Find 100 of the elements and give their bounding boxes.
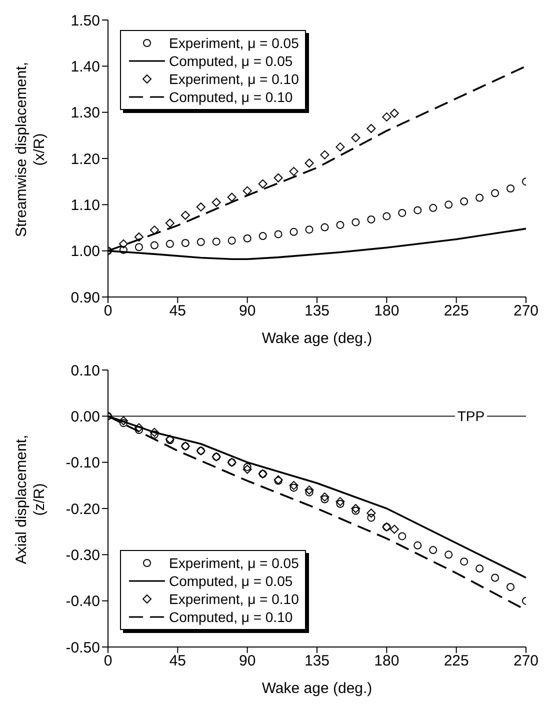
point xyxy=(196,202,206,212)
point xyxy=(274,173,283,182)
y-tick-label: -0.10 xyxy=(66,454,100,472)
x-tick-label: 0 xyxy=(104,302,112,320)
point xyxy=(390,108,399,118)
legend-label: Computed, μ = 0.05 xyxy=(169,572,293,590)
x-tick-label: 180 xyxy=(374,302,400,320)
point xyxy=(150,241,158,250)
y-axis-title: Axial displacement, (z/R) xyxy=(13,434,48,564)
point xyxy=(242,186,252,196)
y-tick-label: -0.30 xyxy=(66,546,100,564)
point xyxy=(351,504,360,513)
point xyxy=(320,492,330,502)
point xyxy=(352,218,360,226)
y-tick-label: 1.50 xyxy=(70,12,100,30)
y-tick-label: 0.10 xyxy=(70,362,100,380)
point xyxy=(290,228,298,236)
point xyxy=(304,486,314,495)
point xyxy=(258,232,267,240)
point xyxy=(336,142,345,152)
y-tick-label: -0.50 xyxy=(66,639,100,656)
point xyxy=(366,124,376,133)
legend-label: Computed, μ = 0.10 xyxy=(169,608,293,626)
point xyxy=(150,226,159,235)
x-tick-label: 0 xyxy=(104,652,112,670)
point xyxy=(134,423,144,432)
x-tick-label: 45 xyxy=(169,652,186,670)
point xyxy=(460,558,468,566)
point xyxy=(165,218,174,228)
point xyxy=(352,506,360,515)
x-tick-label: 270 xyxy=(513,302,539,320)
legend-label: Computed, μ = 0.10 xyxy=(169,88,293,106)
point xyxy=(398,532,406,540)
point xyxy=(150,428,159,437)
y-tick-label: -0.20 xyxy=(66,500,100,518)
point xyxy=(134,232,144,242)
y-tick-label: 0.90 xyxy=(70,289,100,306)
y-tick-label: 1.40 xyxy=(70,58,100,76)
point xyxy=(491,189,500,198)
x-tick-label: 90 xyxy=(238,302,256,320)
point xyxy=(134,426,143,434)
point xyxy=(491,574,500,582)
y-tick-label: 1.20 xyxy=(70,150,100,168)
point xyxy=(212,198,221,207)
point xyxy=(118,416,128,426)
point xyxy=(366,508,376,518)
point xyxy=(476,564,484,573)
point xyxy=(274,230,282,238)
point xyxy=(320,150,330,160)
x-tick-label: 180 xyxy=(374,652,400,670)
point xyxy=(180,210,190,220)
y-tick-label: 1.30 xyxy=(70,104,100,122)
point xyxy=(429,204,438,212)
point xyxy=(429,546,438,554)
y-tick-label: 1.00 xyxy=(70,243,100,260)
point xyxy=(506,184,515,193)
y-tick-label: 0.00 xyxy=(70,408,100,426)
legend-label: Computed, μ = 0.05 xyxy=(169,52,293,70)
point xyxy=(460,197,468,206)
point xyxy=(336,497,345,506)
point xyxy=(227,192,236,202)
point xyxy=(398,208,406,217)
point xyxy=(119,246,128,254)
point xyxy=(258,179,268,188)
x-axis-title: Wake age (deg.) xyxy=(262,330,372,347)
x-tick-label: 225 xyxy=(444,302,469,320)
point xyxy=(304,158,314,168)
point xyxy=(336,500,344,508)
x-tick-label: 225 xyxy=(444,652,469,670)
point xyxy=(228,236,236,245)
point xyxy=(367,514,376,522)
point xyxy=(382,112,392,122)
point xyxy=(289,166,298,176)
point xyxy=(196,238,205,246)
point xyxy=(118,239,128,248)
ref-line-label: TPP xyxy=(457,408,485,424)
point xyxy=(414,541,422,550)
point xyxy=(119,419,128,428)
y-tick-label: 1.10 xyxy=(70,196,100,214)
point xyxy=(166,240,174,248)
point xyxy=(242,464,252,474)
x-tick-label: 270 xyxy=(513,652,539,670)
point xyxy=(390,524,399,534)
point xyxy=(212,238,220,246)
point xyxy=(134,243,143,252)
point xyxy=(243,234,252,242)
x-tick-label: 90 xyxy=(238,652,256,670)
point xyxy=(444,200,453,209)
point xyxy=(506,582,515,591)
point xyxy=(351,133,360,142)
point xyxy=(305,488,314,496)
x-tick-label: 135 xyxy=(304,652,330,670)
point xyxy=(305,226,314,234)
legend-label: Experiment, μ = 0.10 xyxy=(169,590,299,608)
legend-label: Experiment, μ = 0.05 xyxy=(169,554,299,572)
y-axis-title: Streamwise displacement, (x/R) xyxy=(13,62,48,238)
point xyxy=(320,223,329,232)
point xyxy=(444,550,453,559)
y-tick-label: -0.40 xyxy=(66,593,100,610)
point xyxy=(181,238,190,247)
